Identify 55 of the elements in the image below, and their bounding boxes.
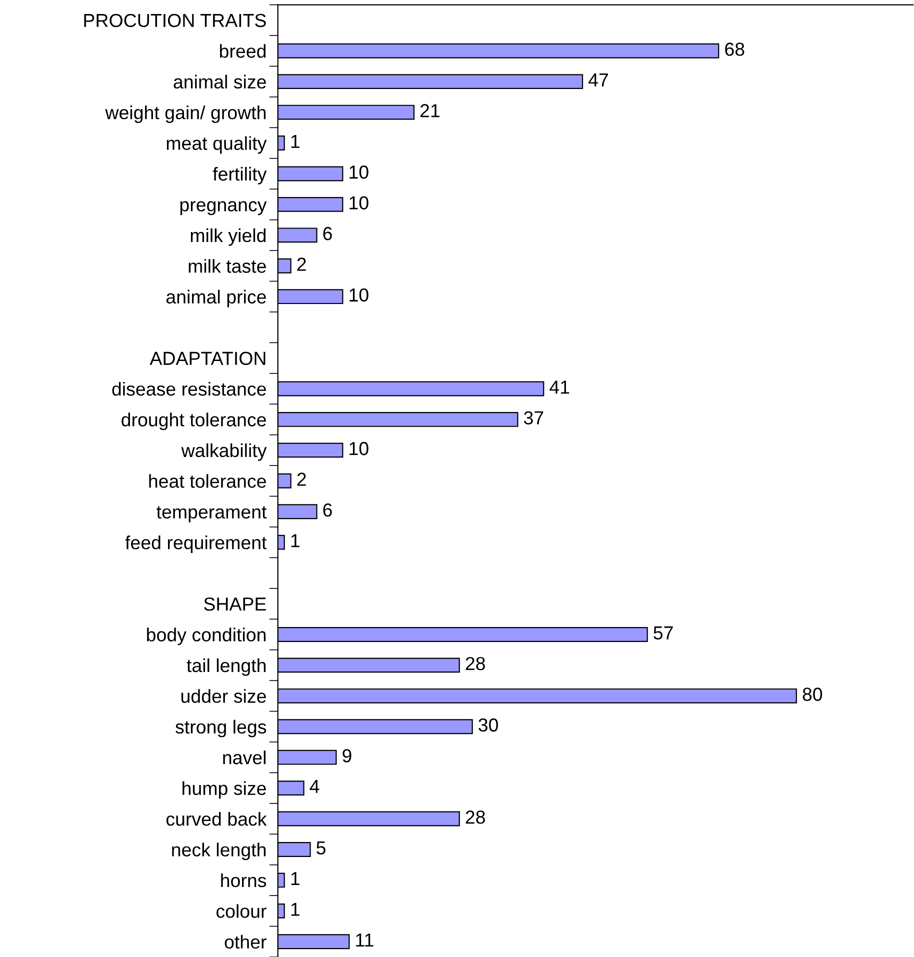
y-tick-label: milk taste xyxy=(188,259,266,273)
data-label: 9 xyxy=(342,749,352,762)
data-label: 68 xyxy=(725,42,744,56)
data-label: 47 xyxy=(588,74,608,86)
y-tick-label: body condition xyxy=(147,628,266,646)
y-tick-label: feed requirement xyxy=(125,536,267,554)
data-label: 30 xyxy=(478,718,498,732)
data-label: 57 xyxy=(654,626,673,640)
y-tick-label: drought tolerance xyxy=(122,412,266,430)
data-label: 10 xyxy=(350,165,368,179)
data-label: 2 xyxy=(297,258,306,271)
y-tick-label: breed xyxy=(220,44,266,58)
y-tick-label: disease resistance xyxy=(112,382,266,396)
y-tick-label: walkability xyxy=(181,443,267,461)
data-label: 10 xyxy=(350,442,368,456)
y-tick-label: pregnancy xyxy=(180,201,267,216)
y-tick-label: temperament xyxy=(156,506,267,522)
data-label: 6 xyxy=(323,226,332,240)
data-label: 10 xyxy=(350,196,368,210)
y-tick-label: udder size xyxy=(181,689,266,703)
y-tick-label: animal price xyxy=(166,290,266,308)
data-label: 28 xyxy=(466,810,485,824)
y-tick-label: heat tolerance xyxy=(149,474,266,488)
data-label: 11 xyxy=(356,934,374,946)
data-label: 41 xyxy=(550,380,570,394)
data-label: 6 xyxy=(323,503,332,517)
y-tick-label: ADAPTATION xyxy=(150,352,266,366)
y-tick-label: tail length xyxy=(186,658,266,676)
y-tick-label: other xyxy=(224,934,266,949)
data-label: 1 xyxy=(291,134,300,148)
y-tick-label: PROCUTION TRAITS xyxy=(84,14,266,28)
data-label: 1 xyxy=(291,534,300,548)
data-label: 37 xyxy=(524,411,544,424)
data-label: 5 xyxy=(316,841,326,855)
data-label: 4 xyxy=(310,780,320,793)
data-label: 1 xyxy=(291,872,300,886)
data-label: 1 xyxy=(291,902,300,916)
y-tick-label: strong legs xyxy=(176,720,266,738)
y-tick-label: weight gain/ growth xyxy=(105,106,266,123)
y-tick-label: horns xyxy=(221,873,266,888)
y-tick-label: animal size xyxy=(174,74,266,89)
data-label: 21 xyxy=(420,104,440,118)
y-tick-label: meat quality xyxy=(166,136,267,154)
y-tick-label: SHAPE xyxy=(204,597,266,611)
data-label: 10 xyxy=(350,288,368,302)
data-label: 28 xyxy=(466,656,485,670)
data-label: 2 xyxy=(297,472,306,486)
y-tick-label: fertility xyxy=(212,166,267,184)
y-tick-label: hump size xyxy=(182,781,266,799)
y-tick-label: milk yield xyxy=(190,228,266,246)
y-tick-label: neck length xyxy=(172,842,266,860)
y-tick-label: navel xyxy=(223,750,266,764)
y-tick-label: curved back xyxy=(166,812,267,826)
y-tick-label: colour xyxy=(216,904,266,918)
data-label: 80 xyxy=(802,688,822,701)
